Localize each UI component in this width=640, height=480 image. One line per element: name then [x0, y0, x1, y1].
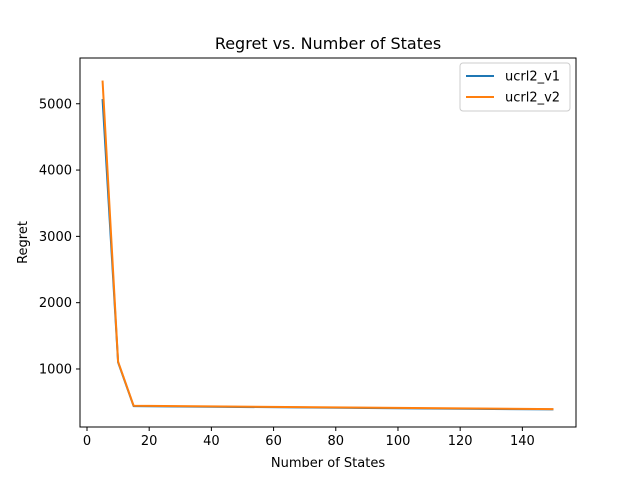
y-tick-label: 3000 — [39, 230, 72, 245]
legend-label: ucrl2_v2 — [505, 91, 560, 106]
legend: ucrl2_v1 ucrl2_v2 — [459, 62, 571, 112]
legend-label: ucrl2_v1 — [505, 70, 560, 85]
plot-lines — [101, 80, 554, 411]
x-axis-title: Number of States — [271, 456, 385, 471]
x-tick-label: 80 — [328, 434, 345, 449]
x-axis: 0 20 40 60 80 100 120 140 — [83, 427, 535, 449]
plot-frame — [79, 57, 577, 428]
y-axis: 1000 2000 3000 4000 5000 — [39, 97, 80, 377]
x-tick-label: 40 — [203, 434, 220, 449]
x-tick-label: 100 — [386, 434, 411, 449]
y-tick-label: 2000 — [39, 296, 72, 311]
y-tick-label: 1000 — [39, 362, 72, 377]
x-tick-label: 20 — [141, 434, 158, 449]
x-tick-label: 140 — [510, 434, 535, 449]
chart-title: Regret vs. Number of States — [215, 34, 441, 53]
y-tick-label: 5000 — [39, 97, 72, 112]
y-axis-title: Regret — [16, 221, 31, 264]
x-tick-label: 60 — [265, 434, 282, 449]
series-line-ucrl2_v2 — [101, 80, 554, 411]
y-tick-label: 4000 — [39, 164, 72, 179]
x-tick-label: 0 — [83, 434, 91, 449]
x-tick-label: 120 — [448, 434, 473, 449]
